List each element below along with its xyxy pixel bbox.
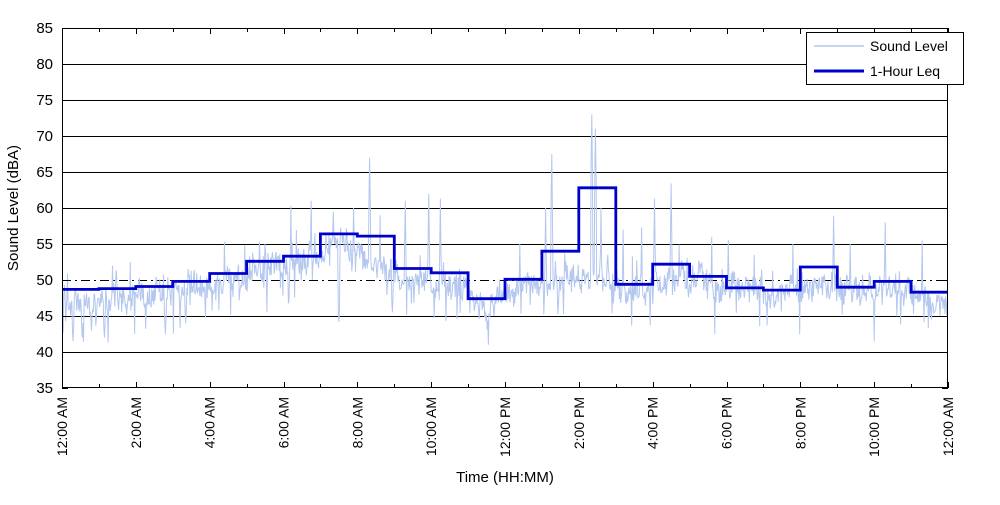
x-tick-label: 12:00 PM (497, 397, 513, 457)
y-tick-label: 50 (36, 272, 53, 289)
x-tick-label: 12:00 AM (54, 397, 70, 456)
x-tick-label: 6:00 AM (276, 397, 292, 448)
y-tick-label: 60 (36, 200, 53, 217)
x-tick-label: 8:00 AM (349, 397, 365, 448)
x-tick-label: 4:00 AM (202, 397, 218, 448)
legend-entry: 1-Hour Leq (814, 63, 940, 79)
legend-label: Sound Level (870, 38, 948, 54)
x-tick-label: 12:00 AM (940, 397, 956, 456)
y-tick-label: 45 (36, 308, 53, 325)
x-tick-labels: 12:00 AM 2:00 AM 4:00 AM 6:00 AM 8:00 AM 10:0… (54, 397, 956, 457)
y-tick-label: 55 (36, 236, 53, 253)
axis-ticks (62, 28, 949, 389)
x-tick-label: 2:00 AM (128, 397, 144, 448)
y-axis-title: Sound Level (dBA) (5, 145, 22, 271)
x-tick-label: 4:00 PM (645, 397, 661, 449)
x-tick-label: 10:00 AM (423, 397, 439, 456)
x-axis-title: Time (HH:MM) (456, 469, 554, 486)
legend-box (806, 32, 964, 85)
x-tick-label: 8:00 PM (792, 397, 808, 449)
y-tick-label: 65 (36, 164, 53, 181)
x-tick-label: 6:00 PM (719, 397, 735, 449)
legend-label: 1-Hour Leq (870, 63, 940, 79)
y-tick-labels: 35 40 45 50 55 60 65 70 75 80 85 (36, 20, 53, 397)
y-tick-label: 40 (36, 344, 53, 361)
x-tick-label: 2:00 PM (571, 397, 587, 449)
legend: Sound Level 1-Hour Leq (806, 32, 964, 85)
sound-level-series-line (62, 114, 948, 345)
y-tick-label: 75 (36, 92, 53, 109)
y-tick-label: 80 (36, 56, 53, 73)
y-tick-label: 35 (36, 380, 53, 397)
y-tick-label: 85 (36, 20, 53, 37)
y-tick-label: 70 (36, 128, 53, 145)
gridlines (62, 64, 948, 353)
legend-entry: Sound Level (814, 38, 948, 54)
leq-series-line (62, 186, 948, 301)
x-tick-label: 10:00 PM (866, 397, 882, 457)
